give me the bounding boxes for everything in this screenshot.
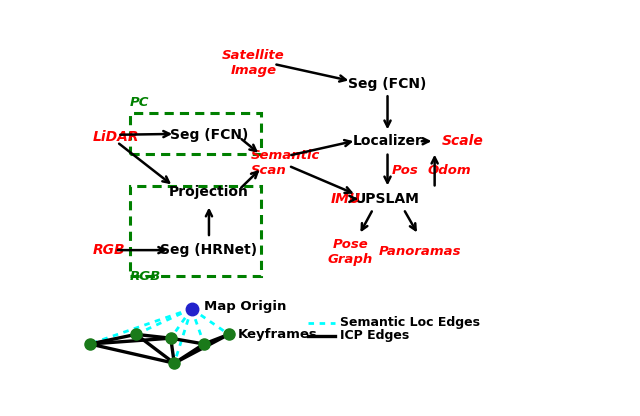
Text: RGB: RGB xyxy=(129,270,161,283)
Text: UPSLAM: UPSLAM xyxy=(355,192,420,206)
Bar xyxy=(129,186,261,276)
Text: Panoramas: Panoramas xyxy=(378,245,461,258)
Text: Odom: Odom xyxy=(428,163,471,176)
Text: Keyframes: Keyframes xyxy=(237,328,317,341)
Text: Seg (FCN): Seg (FCN) xyxy=(348,77,427,91)
Text: Seg (HRNet): Seg (HRNet) xyxy=(161,243,257,257)
Text: Semantic Loc Edges: Semantic Loc Edges xyxy=(340,316,481,329)
Text: IMU: IMU xyxy=(330,192,360,206)
Text: Semantic
Scan: Semantic Scan xyxy=(251,149,321,177)
Bar xyxy=(129,113,261,154)
Text: PC: PC xyxy=(129,96,149,109)
Text: Scale: Scale xyxy=(442,134,484,148)
Text: Projection: Projection xyxy=(169,186,249,199)
Text: LiDAR: LiDAR xyxy=(92,130,139,144)
Text: Pose
Graph: Pose Graph xyxy=(328,238,373,266)
Text: Pos: Pos xyxy=(392,163,418,176)
Text: Satellite
Image: Satellite Image xyxy=(222,50,285,77)
Text: Seg (FCN): Seg (FCN) xyxy=(170,128,248,142)
Text: RGB: RGB xyxy=(92,243,125,257)
Text: Localizer: Localizer xyxy=(353,134,422,148)
Text: Map Origin: Map Origin xyxy=(204,300,286,313)
Text: ICP Edges: ICP Edges xyxy=(340,329,410,342)
